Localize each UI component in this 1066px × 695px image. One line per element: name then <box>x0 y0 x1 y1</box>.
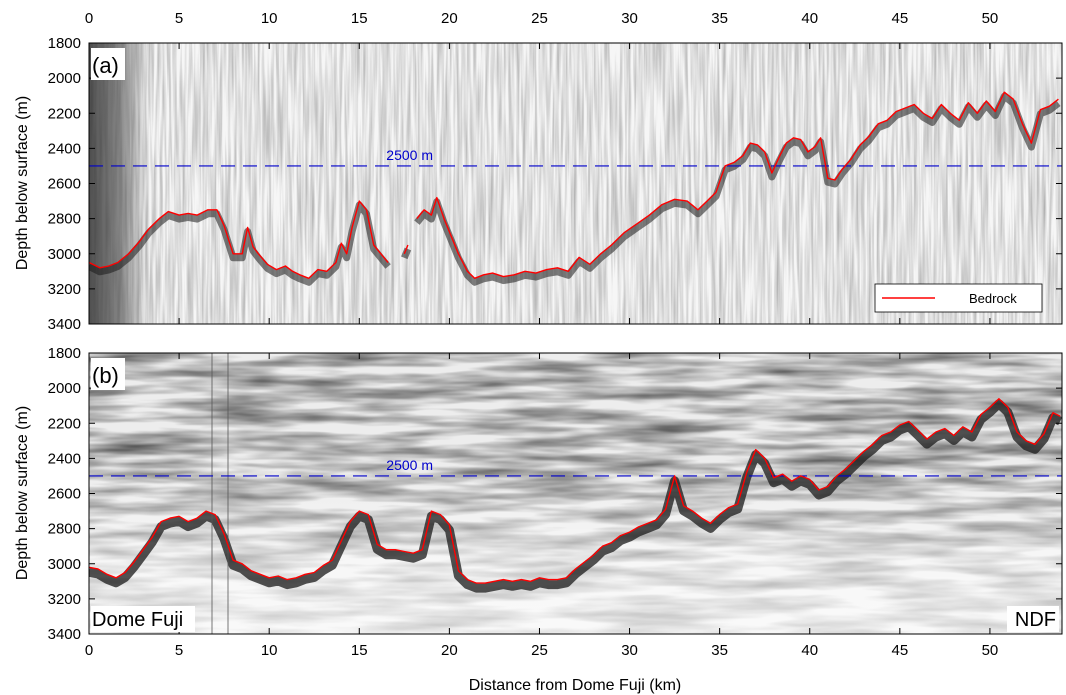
y-tick-label: 2400 <box>48 450 81 467</box>
top-x-tick-label: 40 <box>801 10 818 27</box>
panel-a-radargram <box>89 43 1062 324</box>
x-tick-label: 20 <box>441 642 458 659</box>
x-tick-label: 35 <box>711 642 728 659</box>
panel-a-y-axis-label: Depth below surface (m) <box>14 96 31 270</box>
top-x-tick-label: 5 <box>175 10 183 27</box>
panel-a-2500m-label: 2500 m <box>386 147 433 163</box>
legend-bedrock-label: Bedrock <box>969 291 1017 306</box>
y-tick-label: 2600 <box>48 176 81 193</box>
bedrock-echo-segment <box>401 247 412 260</box>
x-tick-label: 45 <box>891 642 908 659</box>
top-x-tick-label: 20 <box>441 10 458 27</box>
top-x-tick-label: 10 <box>261 10 278 27</box>
bedrock-echo-segment <box>414 92 1061 286</box>
panel-b-bedrock-echo <box>89 399 1062 593</box>
bedrock-line-segment <box>88 200 389 279</box>
x-tick-label: 50 <box>982 642 999 659</box>
bedrock-echo-segment <box>89 201 391 286</box>
y-tick-label: 1800 <box>48 345 81 362</box>
top-x-tick-label: 0 <box>85 10 93 27</box>
panel-b-radargram <box>89 353 1062 634</box>
panel-b-y-axis: 1800 2000 2200 2400 2600 2800 3000 3200 3400 <box>48 345 1062 643</box>
bedrock-line-segment <box>416 91 1059 279</box>
panel-b-fade <box>89 470 1062 634</box>
y-tick-label: 2200 <box>48 415 81 432</box>
bedrock-echo-segment <box>89 399 1062 593</box>
top-x-tick-label: 45 <box>891 10 908 27</box>
top-x-tick-label: 25 <box>531 10 548 27</box>
x-axis-label: Distance from Dome Fuji (km) <box>469 677 681 694</box>
panel-a-bedrock-echo <box>89 92 1061 286</box>
y-tick-label: 2200 <box>48 105 81 122</box>
x-tick-label: 40 <box>801 642 818 659</box>
top-x-tick-label: 35 <box>711 10 728 27</box>
panel-a-y-axis: 1800 2000 2200 2400 2600 2800 3000 3200 3400 <box>48 35 1062 333</box>
x-tick-label: 0 <box>85 642 93 659</box>
ndf-label: NDF <box>1015 609 1056 631</box>
panel-a: 2500 m 1800 2000 2200 2400 2600 2800 3000 3200 3… <box>14 10 1063 333</box>
y-tick-label: 3200 <box>48 591 81 608</box>
top-x-tick-label: 30 <box>621 10 638 27</box>
y-tick-label: 2800 <box>48 211 81 228</box>
panel-b-2500m-label: 2500 m <box>386 457 433 473</box>
panel-a-label: (a) <box>92 53 119 78</box>
panel-b-x-ticks: 0 5 10 15 20 25 30 35 40 45 50 <box>85 353 998 659</box>
panel-a-dark-band <box>89 43 151 324</box>
bedrock-line-segment <box>403 244 409 255</box>
x-tick-label: 10 <box>261 642 278 659</box>
bedrock-line-segment <box>88 398 1061 584</box>
y-tick-label: 2800 <box>48 521 81 538</box>
x-tick-label: 30 <box>621 642 638 659</box>
top-x-axis: 0 5 10 15 20 25 30 35 40 45 50 <box>85 10 998 27</box>
y-tick-label: 3000 <box>48 556 81 573</box>
top-x-tick-label: 50 <box>982 10 999 27</box>
panel-b-label-bg <box>91 358 125 390</box>
panel-a-noise <box>89 43 1062 324</box>
y-tick-label: 2600 <box>48 486 81 503</box>
y-tick-label: 2000 <box>48 70 81 87</box>
x-tick-label: 25 <box>531 642 548 659</box>
y-tick-label: 3200 <box>48 281 81 298</box>
x-tick-label: 5 <box>175 642 183 659</box>
panel-a-bedrock-series <box>88 91 1059 279</box>
panel-b-bedrock-series <box>88 398 1061 584</box>
panel-b-label: (b) <box>92 363 119 388</box>
y-tick-label: 1800 <box>48 35 81 52</box>
ndf-label-bg <box>1007 606 1059 632</box>
dome-fuji-label-bg <box>91 606 195 632</box>
y-tick-label: 3000 <box>48 246 81 263</box>
y-tick-label: 3400 <box>48 316 81 333</box>
panel-a-label-bg <box>91 48 125 80</box>
panel-b: 2500 m 1800 2000 2200 2400 2600 2800 3000 3200 3… <box>14 345 1063 694</box>
panel-b-y-axis-label: Depth below surface (m) <box>14 406 31 580</box>
x-tick-label: 15 <box>351 642 368 659</box>
legend: Bedrock <box>874 283 1043 313</box>
y-tick-label: 2400 <box>48 140 81 157</box>
top-x-tick-label: 15 <box>351 10 368 27</box>
y-tick-label: 2000 <box>48 380 81 397</box>
dome-fuji-label: Dome Fuji <box>92 609 183 631</box>
y-tick-label: 3400 <box>48 626 81 643</box>
panel-a-x-ticks <box>88 43 991 324</box>
